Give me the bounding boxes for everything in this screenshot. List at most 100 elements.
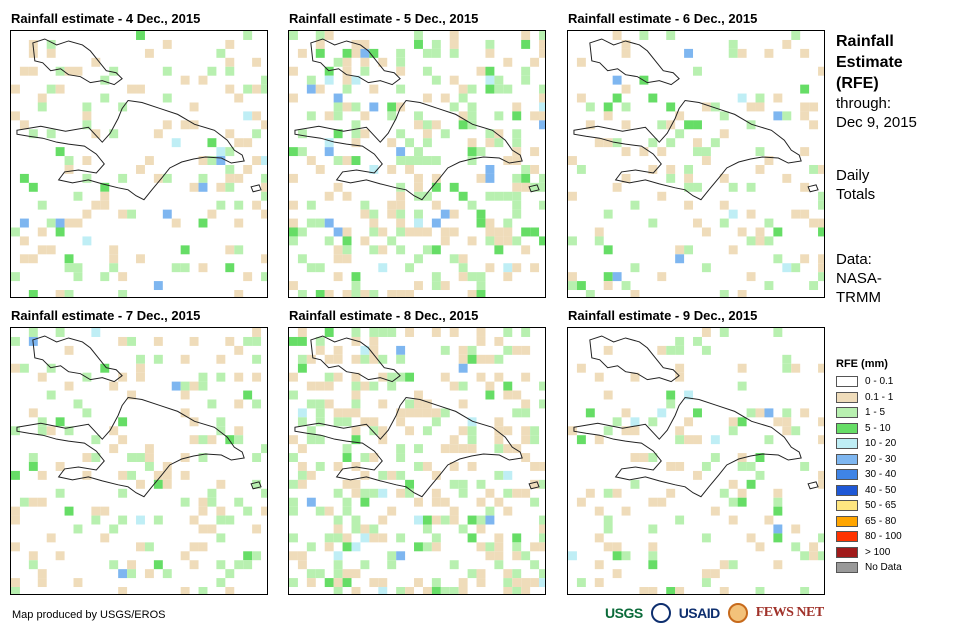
rainfall-cell (91, 435, 101, 445)
rainfall-cell (396, 129, 406, 139)
rainfall-cell (666, 31, 676, 40)
rainfall-cell (719, 560, 729, 570)
legend-item: No Data (836, 560, 902, 576)
rainfall-cell (234, 290, 244, 297)
rainfall-cell (782, 111, 792, 121)
rainfall-cell (82, 209, 92, 219)
rainfall-cell (773, 524, 783, 534)
rainfall-cell (422, 515, 432, 525)
rainfall-cell (512, 488, 522, 498)
rainfall-cell (306, 200, 316, 210)
rainfall-cell (28, 182, 38, 192)
rainfall-cell (289, 372, 298, 382)
rainfall-cell (100, 200, 110, 210)
rainfall-cell (118, 515, 128, 525)
legend-label: 65 - 80 (865, 515, 897, 527)
rainfall-cell (289, 218, 298, 228)
rainfall-cell (297, 147, 307, 157)
rainfall-cell (11, 587, 20, 594)
rainfall-cell (73, 524, 83, 534)
rainfall-cell (11, 272, 20, 282)
rainfall-cell (289, 236, 298, 246)
rainfall-cell (800, 48, 810, 58)
rainfall-cell (46, 390, 56, 400)
legend-swatch (836, 422, 858, 434)
rainfall-cell (791, 426, 801, 436)
rainfall-cell (648, 542, 658, 552)
rainfall-cell (440, 93, 450, 103)
rainfall-cell (351, 120, 361, 130)
rainfall-cell (405, 399, 415, 409)
rainfall-cell (136, 363, 145, 373)
rainfall-cell (73, 578, 83, 588)
rainfall-cell (289, 497, 298, 507)
rainfall-cell (405, 372, 415, 382)
rainfall-cell (216, 417, 226, 427)
rainfall-cell (585, 488, 595, 498)
rainfall-cell (494, 138, 504, 148)
rainfall-cell (315, 48, 325, 58)
rainfall-cell (153, 470, 163, 480)
rainfall-cell (234, 345, 244, 355)
rainfall-cell (467, 120, 477, 130)
rainfall-cell (351, 290, 361, 297)
rainfall-cell (431, 182, 441, 192)
rainfall-cell (324, 236, 334, 246)
legend-item: 50 - 65 (836, 498, 902, 514)
rainfall-cell (180, 263, 190, 273)
rainfall-cell (818, 551, 824, 561)
rainfall-cell (153, 479, 163, 489)
rainfall-cell (701, 578, 711, 588)
rainfall-cell (118, 272, 128, 282)
rainfall-cell (458, 479, 468, 489)
rainfall-cell (118, 569, 128, 579)
rainfall-cell (521, 227, 531, 237)
rainfall-cell (315, 399, 325, 409)
rainfall-cell (530, 461, 540, 471)
rainfall-cell (521, 345, 531, 355)
rainfall-cell (342, 453, 352, 462)
rainfall-cell (180, 551, 190, 561)
rainfall-cell (467, 345, 477, 355)
rainfall-cell (225, 39, 235, 49)
rainfall-cell (539, 39, 545, 49)
rainfall-cell (764, 515, 774, 525)
rainfall-cell (351, 272, 361, 282)
rainfall-cell (198, 75, 208, 85)
rainfall-cell (414, 218, 423, 228)
rainfall-cell (494, 470, 504, 480)
legend-label: 20 - 30 (865, 453, 897, 465)
rainfall-cell (198, 542, 208, 552)
rainfall-cell (19, 66, 29, 76)
rainfall-cell (476, 372, 486, 382)
rainfall-cell (503, 191, 513, 201)
rainfall-cell (387, 111, 397, 121)
rainfall-cell (431, 272, 441, 282)
rainfall-cell (467, 533, 477, 543)
rainfall-cell (396, 245, 406, 255)
rainfall-cell (405, 290, 415, 297)
legend-item: 1 - 5 (836, 405, 902, 421)
rainfall-grid-dec6 (568, 31, 824, 297)
rainfall-cell (351, 336, 361, 346)
rainfall-cell (243, 506, 253, 516)
rfe-legend: RFE (mm) 0 - 0.1 0.1 - 1 1 - 5 5 - 10 10 - 2… (836, 358, 902, 576)
rainfall-cell (333, 461, 343, 471)
rainfall-cell (225, 435, 235, 445)
rainfall-cell (243, 111, 253, 121)
rainfall-cell (467, 102, 477, 112)
rainfall-cell (297, 227, 307, 237)
rainfall-cell (467, 354, 477, 364)
rainfall-cell (512, 587, 522, 594)
rainfall-cell (324, 111, 334, 121)
rainfall-cell (261, 254, 267, 264)
rainfall-cell (261, 173, 267, 183)
data-source-line-2: NASA- (836, 270, 882, 287)
rainfall-cell (198, 453, 208, 462)
rainfall-cell (324, 191, 334, 201)
rainfall-cell (800, 408, 810, 418)
rainfall-cell (414, 254, 423, 264)
rainfall-cell (485, 138, 495, 148)
rainfall-cell (449, 254, 459, 264)
rainfall-cell (109, 66, 119, 76)
